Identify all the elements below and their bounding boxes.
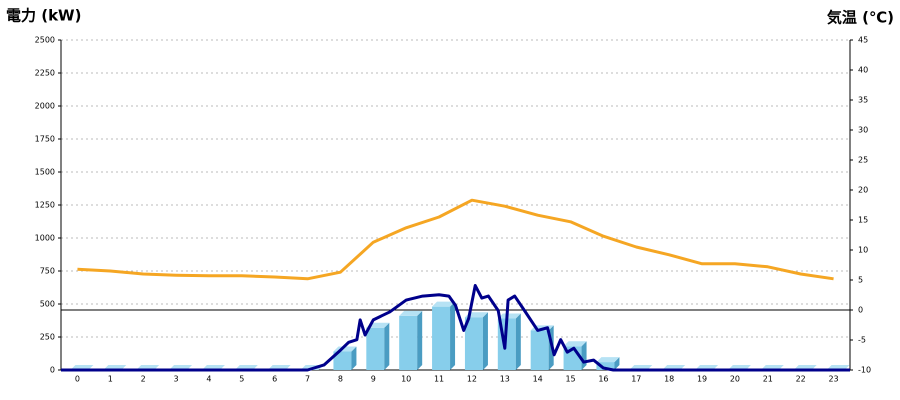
y-tick-label: 750 bbox=[40, 267, 55, 276]
x-tick-label: 17 bbox=[631, 375, 641, 384]
y-tick-label: 0 bbox=[50, 366, 55, 375]
y-tick-label: 2000 bbox=[35, 102, 55, 111]
temperature-line bbox=[77, 198, 834, 281]
x-tick-label: 20 bbox=[730, 375, 740, 384]
y2-axis-title: 気温 (℃) bbox=[827, 9, 894, 27]
y2-tick-label: 0 bbox=[858, 306, 863, 315]
x-tick-label: 16 bbox=[598, 375, 608, 384]
y-axis-title: 電力 (kW) bbox=[6, 7, 81, 25]
bar-top bbox=[596, 357, 620, 363]
x-tick-label: 7 bbox=[305, 375, 310, 384]
bar-top bbox=[497, 313, 521, 319]
x-tick-label: 9 bbox=[371, 375, 376, 384]
bar-side bbox=[417, 310, 423, 370]
bar-side bbox=[351, 346, 357, 370]
x-tick-label: 5 bbox=[239, 375, 244, 384]
y2-tick-label: 40 bbox=[858, 66, 868, 75]
y2-tick-label: -5 bbox=[858, 336, 866, 345]
bar bbox=[432, 306, 451, 370]
x-tick-label: 11 bbox=[434, 375, 444, 384]
x-tick-label: 22 bbox=[796, 375, 806, 384]
y2-tick-label: 5 bbox=[858, 276, 863, 285]
x-tick-label: 3 bbox=[174, 375, 179, 384]
bar bbox=[530, 330, 549, 370]
x-tick-label: 19 bbox=[697, 375, 707, 384]
y-tick-label: 2250 bbox=[35, 69, 55, 78]
y2-tick-label: 15 bbox=[858, 216, 868, 225]
x-tick-label: 4 bbox=[206, 375, 211, 384]
x-tick-label: 13 bbox=[500, 375, 510, 384]
y2-tick-label: 10 bbox=[858, 246, 868, 255]
bar-side bbox=[581, 341, 587, 370]
bar bbox=[596, 362, 615, 370]
y-tick-label: 2500 bbox=[35, 36, 55, 45]
x-tick-label: 12 bbox=[467, 375, 477, 384]
power-line bbox=[61, 284, 850, 372]
x-tick-label: 2 bbox=[141, 375, 146, 384]
x-tick-label: 21 bbox=[763, 375, 773, 384]
bar bbox=[366, 327, 385, 370]
x-tick-label: 8 bbox=[338, 375, 343, 384]
x-tick-label: 0 bbox=[75, 375, 80, 384]
y2-tick-label: 45 bbox=[858, 36, 868, 45]
y2-tick-label: -10 bbox=[858, 366, 871, 375]
x-tick-label: 14 bbox=[533, 375, 543, 384]
bar-side bbox=[450, 301, 456, 370]
y2-tick-label: 25 bbox=[858, 156, 868, 165]
bar bbox=[399, 315, 418, 370]
x-tick-label: 15 bbox=[565, 375, 575, 384]
y-tick-label: 1250 bbox=[35, 201, 55, 210]
bar-side bbox=[515, 313, 521, 370]
bar-top bbox=[563, 341, 587, 347]
x-tick-label: 23 bbox=[828, 375, 838, 384]
y-tick-label: 1750 bbox=[35, 135, 55, 144]
bar-top bbox=[399, 310, 423, 316]
bar-top bbox=[432, 301, 456, 307]
y2-tick-label: 20 bbox=[858, 186, 868, 195]
bar-side bbox=[384, 322, 390, 370]
y2-tick-label: 35 bbox=[858, 96, 868, 105]
x-tick-label: 1 bbox=[108, 375, 113, 384]
y-tick-label: 250 bbox=[40, 333, 55, 342]
bar-side bbox=[482, 312, 488, 370]
x-tick-label: 10 bbox=[401, 375, 411, 384]
y-tick-label: 500 bbox=[40, 300, 55, 309]
x-tick-label: 6 bbox=[272, 375, 277, 384]
bar bbox=[464, 317, 483, 370]
x-tick-label: 18 bbox=[664, 375, 674, 384]
bar-side bbox=[614, 357, 620, 370]
bar bbox=[333, 351, 352, 370]
y-tick-label: 1500 bbox=[35, 168, 55, 177]
y2-tick-label: 30 bbox=[858, 126, 868, 135]
y-tick-label: 1000 bbox=[35, 234, 55, 243]
